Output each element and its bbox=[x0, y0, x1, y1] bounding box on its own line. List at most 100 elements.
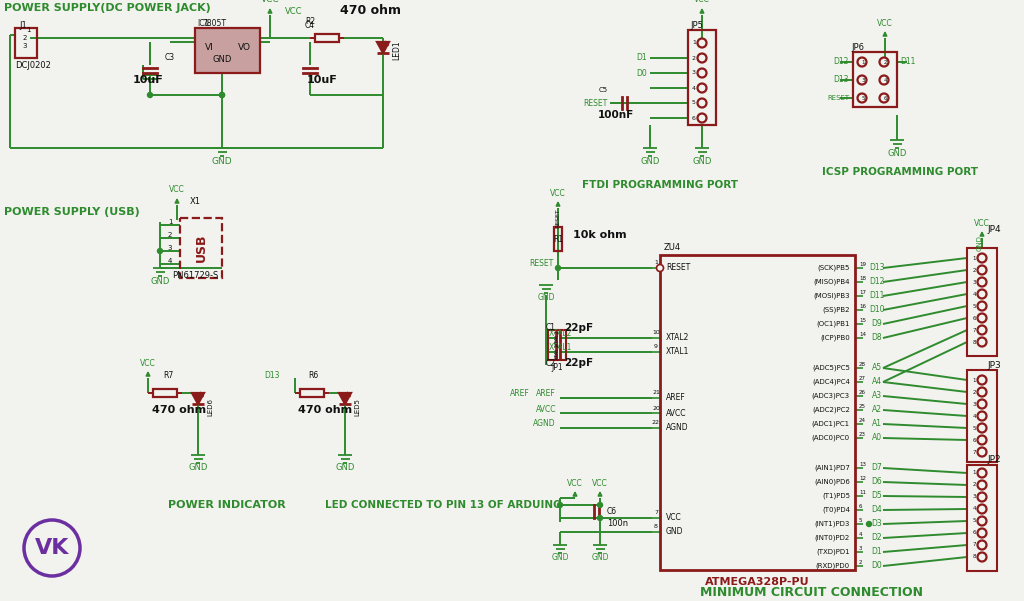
Bar bbox=[180, 218, 222, 278]
Text: 13: 13 bbox=[859, 462, 866, 466]
Text: GND: GND bbox=[212, 156, 232, 165]
Text: 4: 4 bbox=[972, 413, 976, 418]
Text: XTAL2: XTAL2 bbox=[555, 329, 559, 346]
Text: 14: 14 bbox=[859, 332, 866, 337]
Bar bbox=[554, 227, 562, 251]
Text: D10: D10 bbox=[869, 305, 885, 314]
Text: 1: 1 bbox=[168, 219, 172, 225]
Polygon shape bbox=[339, 393, 351, 404]
Text: 100nF: 100nF bbox=[598, 110, 634, 120]
Text: D2: D2 bbox=[871, 534, 883, 543]
Text: (ADC0)PC0: (ADC0)PC0 bbox=[812, 435, 850, 441]
Text: GND: GND bbox=[551, 554, 568, 563]
Circle shape bbox=[158, 248, 163, 254]
Circle shape bbox=[880, 58, 889, 67]
Text: (OC1)PB1: (OC1)PB1 bbox=[816, 321, 850, 328]
Text: JP2: JP2 bbox=[987, 456, 1000, 465]
Text: A3: A3 bbox=[872, 391, 882, 400]
Text: 7: 7 bbox=[654, 510, 658, 516]
Text: 1: 1 bbox=[861, 59, 864, 64]
Bar bbox=[967, 465, 997, 571]
Text: FTDI PROGRAMMING PORT: FTDI PROGRAMMING PORT bbox=[582, 180, 738, 190]
Text: JP3: JP3 bbox=[987, 361, 1000, 370]
Text: VCC: VCC bbox=[261, 0, 280, 4]
Text: 5: 5 bbox=[972, 426, 976, 430]
Circle shape bbox=[978, 528, 986, 537]
Text: AVCC: AVCC bbox=[536, 404, 556, 413]
Text: 2: 2 bbox=[692, 55, 696, 61]
Circle shape bbox=[697, 84, 707, 93]
Text: (MISO)PB4: (MISO)PB4 bbox=[813, 279, 850, 285]
Text: C5: C5 bbox=[599, 87, 608, 93]
Text: AGND: AGND bbox=[666, 424, 688, 433]
Circle shape bbox=[978, 338, 986, 347]
Text: VCC: VCC bbox=[666, 513, 682, 522]
Text: VCC: VCC bbox=[140, 359, 156, 367]
Text: AREF: AREF bbox=[537, 389, 556, 398]
Text: GND: GND bbox=[212, 55, 231, 64]
Text: VCC: VCC bbox=[694, 0, 710, 4]
Text: 3: 3 bbox=[861, 78, 864, 82]
Text: XTAL2: XTAL2 bbox=[549, 329, 572, 338]
Text: (T1)PD5: (T1)PD5 bbox=[822, 493, 850, 499]
Text: D12: D12 bbox=[869, 278, 885, 287]
Circle shape bbox=[978, 326, 986, 335]
Text: D1: D1 bbox=[871, 548, 883, 557]
Text: 1: 1 bbox=[972, 471, 976, 475]
Text: 22: 22 bbox=[652, 421, 660, 426]
Text: C6: C6 bbox=[607, 507, 617, 516]
Text: C4: C4 bbox=[305, 20, 315, 29]
Text: 4: 4 bbox=[692, 85, 696, 91]
Text: 22pF: 22pF bbox=[564, 358, 593, 368]
Circle shape bbox=[978, 412, 986, 421]
Circle shape bbox=[866, 522, 871, 526]
Text: C1: C1 bbox=[546, 323, 556, 332]
Text: 1: 1 bbox=[654, 260, 658, 266]
Text: JP6: JP6 bbox=[851, 43, 864, 52]
Text: LED6: LED6 bbox=[207, 398, 213, 416]
Circle shape bbox=[978, 481, 986, 489]
Text: GND: GND bbox=[888, 148, 906, 157]
Text: 10uF: 10uF bbox=[133, 75, 164, 85]
Text: D13: D13 bbox=[869, 263, 885, 272]
Bar bbox=[153, 389, 177, 397]
Bar bbox=[548, 330, 566, 360]
Circle shape bbox=[697, 99, 707, 108]
Text: 23: 23 bbox=[859, 432, 866, 436]
Text: GND: GND bbox=[640, 156, 659, 165]
Text: 2: 2 bbox=[884, 59, 887, 64]
Text: (ADC3)PC3: (ADC3)PC3 bbox=[812, 392, 850, 399]
Text: PN61729-S: PN61729-S bbox=[172, 270, 218, 279]
Text: VK: VK bbox=[35, 538, 70, 558]
Circle shape bbox=[697, 114, 707, 123]
Circle shape bbox=[978, 400, 986, 409]
Text: 8: 8 bbox=[972, 340, 976, 344]
Text: 4: 4 bbox=[168, 258, 172, 264]
Text: JP4: JP4 bbox=[987, 225, 1000, 234]
Circle shape bbox=[656, 264, 664, 272]
Text: 4: 4 bbox=[972, 507, 976, 511]
Text: R6: R6 bbox=[308, 370, 318, 379]
Text: 3: 3 bbox=[972, 495, 976, 499]
Text: GND: GND bbox=[977, 235, 983, 251]
Circle shape bbox=[978, 388, 986, 397]
Text: 8: 8 bbox=[654, 525, 658, 529]
Text: POWER SUPPLY(DC POWER JACK): POWER SUPPLY(DC POWER JACK) bbox=[4, 3, 211, 13]
Text: (ADC5)PC5: (ADC5)PC5 bbox=[812, 365, 850, 371]
Text: 11: 11 bbox=[859, 489, 866, 495]
Text: D4: D4 bbox=[871, 505, 883, 514]
Text: GND: GND bbox=[335, 463, 354, 472]
Text: 7: 7 bbox=[972, 450, 976, 454]
Text: 6: 6 bbox=[692, 115, 696, 120]
Text: A5: A5 bbox=[872, 364, 882, 373]
Text: DCJ0202: DCJ0202 bbox=[15, 61, 51, 70]
Text: (AIN0)PD6: (AIN0)PD6 bbox=[814, 479, 850, 485]
Text: 1: 1 bbox=[972, 377, 976, 382]
Text: GND: GND bbox=[692, 156, 712, 165]
Text: (ICP)PB0: (ICP)PB0 bbox=[820, 335, 850, 341]
Bar bbox=[853, 52, 897, 107]
Text: AREF: AREF bbox=[510, 389, 530, 398]
Text: D13: D13 bbox=[264, 370, 280, 379]
Text: VCC: VCC bbox=[169, 186, 185, 195]
Text: GND: GND bbox=[666, 528, 683, 537]
